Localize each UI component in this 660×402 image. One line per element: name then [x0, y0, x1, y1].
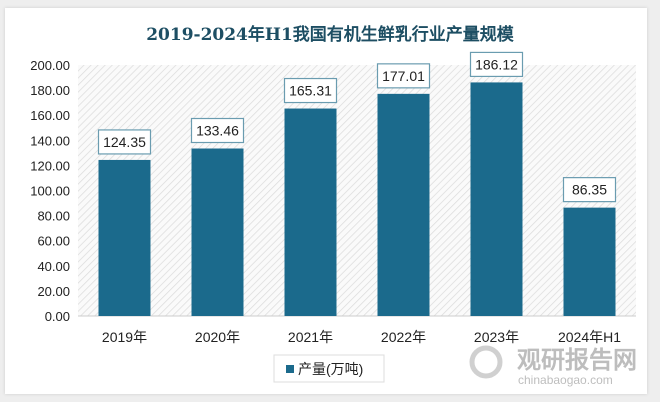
y-tick-label: 20.00	[37, 284, 70, 299]
y-tick-label: 140.00	[30, 133, 70, 148]
bar	[377, 93, 430, 316]
legend: 产量(万吨)	[273, 354, 385, 383]
bar	[563, 207, 616, 316]
data-label-box	[190, 117, 245, 144]
y-tick-label: 180.00	[30, 83, 70, 98]
x-tick-label: 2023年	[474, 329, 519, 345]
watermark-name: 观研报告网	[517, 347, 637, 374]
y-tick-label: 200.00	[30, 58, 70, 73]
bar	[191, 148, 244, 316]
x-tick-label: 2022年	[381, 329, 426, 345]
chart-title: 2019-2024年H1我国有机生鲜乳行业产量规模	[146, 24, 515, 45]
legend-label: 产量(万吨)	[298, 361, 363, 377]
data-label: 133.46	[196, 123, 239, 139]
y-tick-label: 60.00	[37, 234, 70, 249]
data-label: 86.35	[572, 182, 607, 198]
y-tick-label: 120.00	[30, 158, 70, 173]
data-label: 165.31	[289, 83, 332, 99]
y-tick-label: 160.00	[30, 108, 70, 123]
watermark: 观研报告网 chinabaogao.com	[469, 345, 637, 387]
plot-area	[78, 65, 636, 316]
data-label-box	[469, 51, 524, 78]
y-tick-label: 80.00	[37, 209, 70, 224]
data-label: 124.35	[103, 134, 146, 150]
data-label: 177.01	[382, 68, 425, 84]
legend-swatch	[286, 365, 294, 373]
bar	[470, 82, 523, 316]
x-tick-label: 2021年	[288, 329, 333, 345]
x-tick-label: 2019年	[102, 329, 147, 345]
data-label-box	[97, 129, 152, 155]
y-tick-label: 40.00	[37, 259, 70, 274]
y-tick-label: 0.00	[45, 309, 70, 324]
data-label-box	[376, 63, 431, 89]
data-label: 186.12	[475, 56, 518, 72]
data-label-box	[562, 177, 617, 203]
bar	[284, 108, 337, 316]
x-tick-label: 2020年	[195, 329, 240, 345]
y-tick-label: 100.00	[30, 184, 70, 199]
watermark-url: chinabaogao.com	[518, 373, 613, 387]
bar	[98, 159, 151, 316]
x-tick-label: 2024年H1	[558, 329, 621, 345]
data-label-box	[283, 77, 338, 104]
